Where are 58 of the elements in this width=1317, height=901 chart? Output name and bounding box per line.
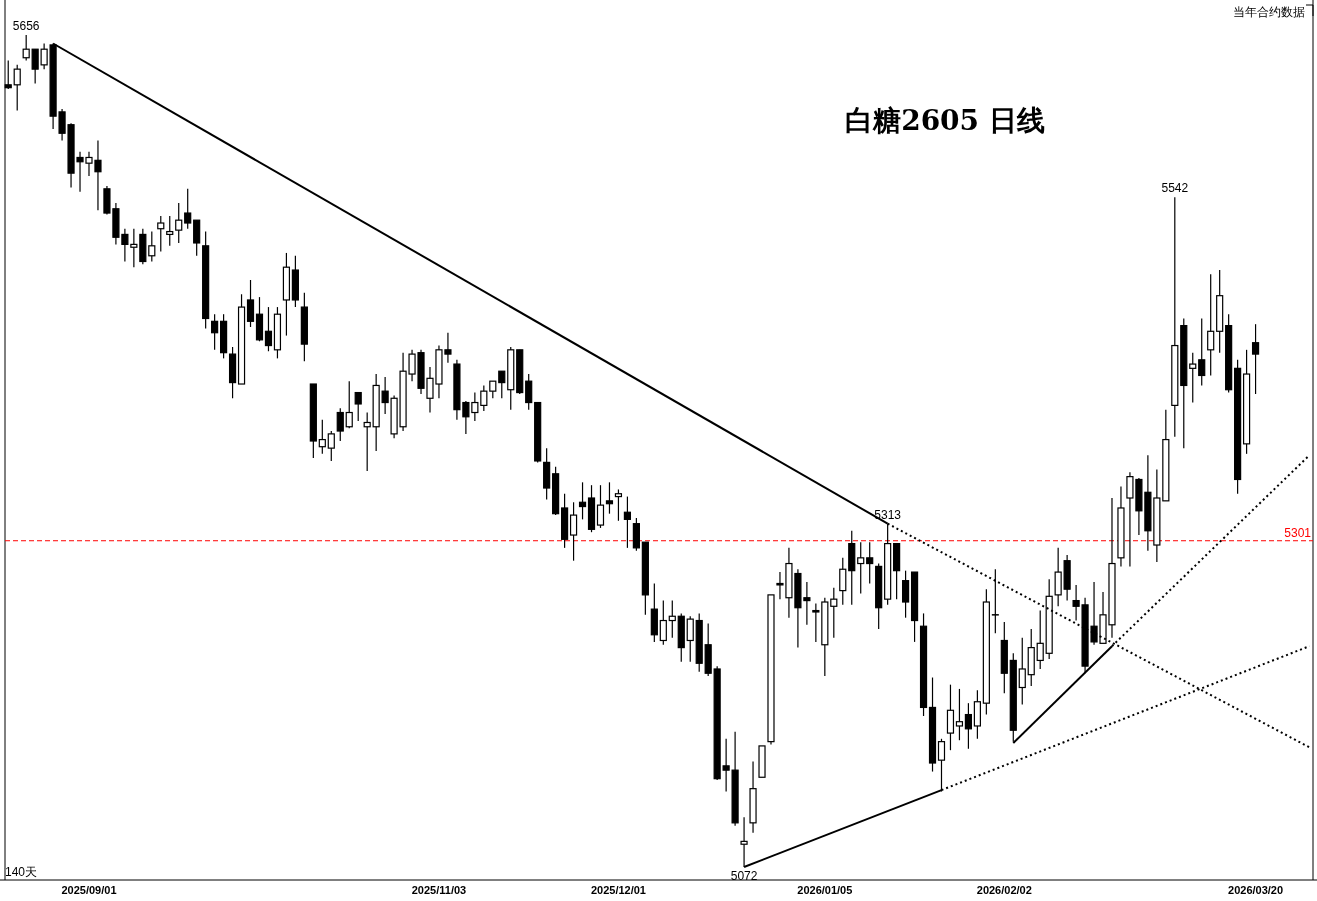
candlestick — [569, 501, 578, 562]
candlestick — [902, 570, 910, 619]
candlestick — [184, 188, 192, 230]
candlestick — [946, 684, 955, 751]
annotation: 5542 — [1161, 181, 1189, 196]
candlestick — [866, 541, 874, 585]
candlestick — [498, 370, 506, 399]
x-tick-label: 2025/11/03 — [411, 884, 467, 896]
x-tick-label: 2026/02/02 — [976, 884, 1032, 896]
text: 白糖2605 日线 — [845, 104, 1045, 137]
note-top-right: 当年合约数据 — [1233, 4, 1314, 19]
candlestick — [318, 419, 326, 455]
candlestick — [22, 34, 30, 62]
x-tick-label: 2026/03/20 — [1228, 884, 1284, 896]
candlestick — [193, 219, 201, 257]
candlestick — [157, 215, 165, 253]
candlestick — [596, 484, 605, 529]
x-tick-label: 2026/01/05 — [797, 884, 853, 896]
candlestick — [166, 215, 174, 247]
candlestick — [246, 279, 255, 328]
annotation: 5656 — [12, 18, 40, 33]
candlestick — [1189, 352, 1197, 404]
annotation: 140天 — [5, 865, 38, 879]
candlestick — [659, 599, 667, 646]
candlestick — [13, 64, 21, 112]
candlestick — [336, 407, 344, 442]
candlestick — [578, 481, 587, 520]
candlestick — [327, 430, 335, 462]
candlestick — [1207, 273, 1215, 377]
candlestick — [1036, 609, 1044, 670]
x-tick-label: 2025/09/01 — [61, 884, 117, 896]
candlestick — [175, 202, 183, 244]
ref-line-label: 5301 — [1284, 525, 1312, 540]
x-tick-label: 2025/12/01 — [590, 884, 646, 896]
candlestick — [857, 541, 865, 595]
candlestick — [686, 615, 694, 663]
candlestick — [623, 495, 632, 549]
candlestick — [991, 568, 1000, 634]
candlestick — [211, 313, 219, 351]
candlestick — [1251, 323, 1260, 395]
annotation: 5313 — [874, 507, 902, 522]
candlestick — [363, 411, 371, 472]
candlestick — [605, 481, 614, 515]
candlestick — [264, 306, 273, 352]
candlestick — [354, 391, 362, 422]
candlestick — [830, 587, 838, 639]
candlestick — [1198, 317, 1206, 387]
candlestick — [148, 230, 156, 263]
candlestick — [4, 59, 12, 90]
candlestick — [839, 557, 847, 606]
candlestick — [525, 373, 533, 411]
candlestick — [964, 702, 973, 750]
candlestick — [668, 599, 676, 639]
candlestick — [345, 380, 353, 429]
candlestick — [614, 488, 623, 522]
annotation: 5072 — [730, 869, 758, 884]
candlestick — [955, 688, 964, 741]
candlestick — [1018, 637, 1026, 706]
